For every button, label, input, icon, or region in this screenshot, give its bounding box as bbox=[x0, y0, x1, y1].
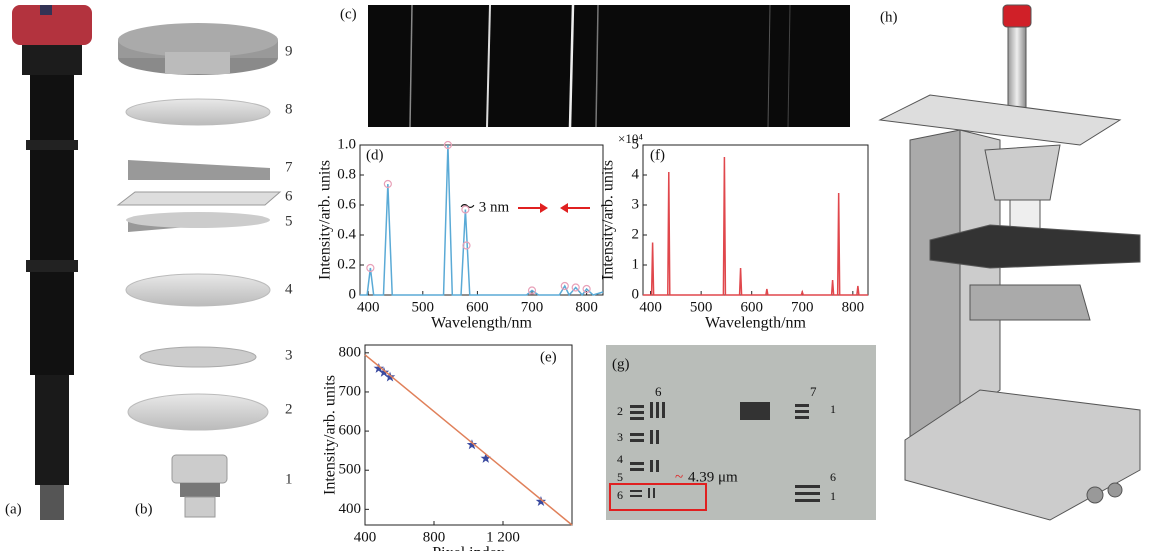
y-tick-label: 5 bbox=[632, 136, 640, 152]
target-number: 6 bbox=[655, 384, 662, 399]
part-number: 4 bbox=[285, 281, 293, 297]
y-tick-label: 600 bbox=[339, 423, 362, 439]
target-number: 7 bbox=[810, 384, 817, 399]
target-number: 3 bbox=[617, 430, 623, 444]
part-number: 2 bbox=[285, 401, 293, 417]
x-tick-label: 700 bbox=[791, 299, 814, 315]
y-axis-label: Intensity/arb. units bbox=[322, 375, 339, 495]
data-point bbox=[384, 371, 396, 382]
plot-frame bbox=[364, 344, 573, 526]
plot-frame bbox=[359, 144, 604, 296]
panel-label: (b) bbox=[135, 501, 153, 517]
y-axis-label: Intensity/arb. units bbox=[317, 160, 334, 280]
panel-label: (c) bbox=[340, 6, 357, 22]
data-point bbox=[373, 362, 385, 373]
part-number: 7 bbox=[285, 159, 293, 175]
y-tick-label: 3 bbox=[632, 196, 640, 212]
x-tick-label: 500 bbox=[412, 299, 435, 315]
annotation: ～ 3 nm bbox=[460, 199, 510, 215]
y-tick-label: 1 bbox=[632, 256, 640, 272]
spectrum-image bbox=[368, 4, 850, 128]
data-point bbox=[378, 366, 390, 377]
panel-label: (g) bbox=[612, 356, 630, 372]
y-tick-label: 800 bbox=[339, 344, 362, 360]
x-tick-label: 1 200 bbox=[486, 529, 520, 545]
part-number: 1 bbox=[285, 471, 293, 487]
x-tick-label: 600 bbox=[466, 299, 489, 315]
annotation-marker: ~ bbox=[675, 469, 683, 485]
part-number: 5 bbox=[285, 213, 293, 229]
target-number: 1 bbox=[830, 489, 836, 503]
y-axis-label: Intensity/arb. units bbox=[600, 160, 617, 280]
x-tick-label: 400 bbox=[639, 299, 662, 315]
fwhm-arrows bbox=[518, 203, 590, 213]
x-axis-label: Wavelength/nm bbox=[431, 315, 532, 332]
peak-marker bbox=[527, 286, 537, 295]
data-point bbox=[535, 496, 547, 506]
y-tick-label: 1.0 bbox=[337, 136, 356, 152]
panel-label: (e) bbox=[540, 349, 557, 365]
x-tick-label: 400 bbox=[357, 299, 380, 315]
x-tick-label: 400 bbox=[354, 529, 377, 545]
panel-label: (a) bbox=[5, 501, 22, 517]
target-number: 4 bbox=[617, 452, 623, 466]
peak-marker bbox=[582, 284, 591, 294]
x-tick-label: 800 bbox=[423, 529, 446, 545]
part-number: 3 bbox=[285, 347, 293, 363]
y-tick-label: 0 bbox=[632, 286, 640, 302]
x-axis-label: Wavelength/nm bbox=[705, 315, 806, 332]
peak-marker bbox=[366, 263, 375, 273]
y-tick-label: 0.6 bbox=[337, 196, 356, 212]
y-tick-label: 700 bbox=[339, 383, 362, 399]
data-line bbox=[360, 144, 604, 297]
x-tick-label: 800 bbox=[842, 299, 865, 315]
target-number: 5 bbox=[617, 470, 623, 484]
panel-label: (f) bbox=[650, 147, 665, 163]
part-number: 9 bbox=[285, 43, 293, 59]
target-annotation: 4.39 μm bbox=[688, 469, 738, 485]
part-number: 8 bbox=[285, 101, 293, 117]
y-tick-label: 4 bbox=[632, 166, 640, 182]
stand-render bbox=[878, 4, 1141, 521]
y-tick-label: 2 bbox=[632, 226, 640, 242]
target-number: 6 bbox=[617, 488, 623, 502]
data-point bbox=[466, 439, 478, 450]
peak-marker bbox=[571, 283, 580, 292]
peak-marker bbox=[383, 179, 392, 189]
x-axis-label: Pixel index bbox=[432, 545, 504, 551]
y-tick-label: 500 bbox=[339, 462, 362, 478]
y-tick-label: 0.4 bbox=[337, 226, 356, 242]
y-scale-label: ×10⁴ bbox=[618, 131, 643, 146]
exploded-view bbox=[116, 23, 282, 518]
y-tick-label: 0.2 bbox=[337, 256, 356, 272]
data-point bbox=[480, 452, 491, 463]
x-tick-label: 600 bbox=[740, 299, 763, 315]
x-tick-label: 700 bbox=[521, 299, 544, 315]
x-tick-label: 800 bbox=[575, 299, 598, 315]
panel-label: (d) bbox=[366, 147, 384, 163]
target-number: 2 bbox=[617, 404, 623, 418]
peak-marker bbox=[560, 281, 569, 291]
peak-marker bbox=[461, 205, 470, 214]
y-tick-label: 400 bbox=[339, 501, 362, 517]
resolution-target bbox=[606, 345, 876, 520]
panel-label: (h) bbox=[880, 9, 898, 25]
data-line bbox=[643, 156, 868, 296]
plot-frame bbox=[642, 144, 869, 296]
target-number: 6 bbox=[830, 470, 836, 484]
y-tick-label: 0.8 bbox=[337, 166, 356, 182]
x-tick-label: 500 bbox=[690, 299, 713, 315]
peak-marker bbox=[462, 241, 471, 250]
data-line bbox=[364, 354, 573, 526]
part-number: 6 bbox=[285, 188, 293, 204]
camera-photo bbox=[12, 5, 92, 520]
y-tick-label: 0 bbox=[349, 286, 357, 302]
target-number: 1 bbox=[830, 402, 836, 416]
peak-marker bbox=[443, 140, 453, 150]
